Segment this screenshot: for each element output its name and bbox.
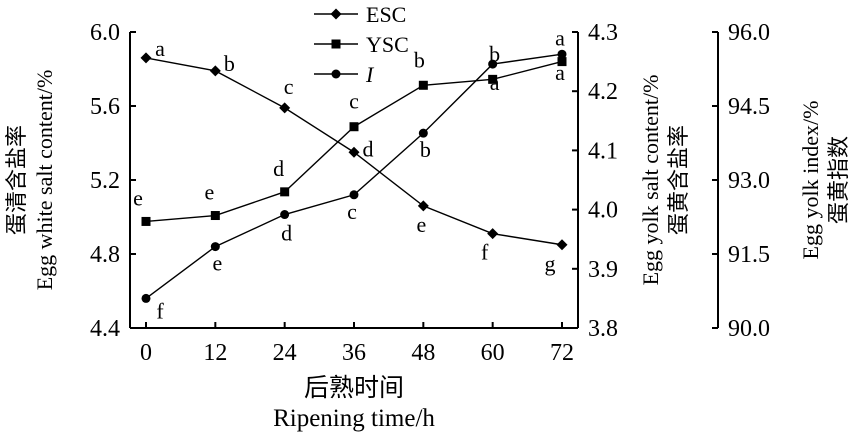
- data-point-esc: [279, 102, 291, 114]
- x-tick-label: 60: [481, 340, 505, 366]
- data-point-i: [557, 49, 567, 59]
- significance-label: d: [363, 136, 374, 161]
- legend: ESC YSC I: [314, 2, 409, 87]
- legend-item-ysc: YSC: [314, 32, 409, 57]
- significance-label: b: [414, 47, 425, 72]
- right2-y-axis-tick-label: 93.0: [728, 168, 770, 194]
- data-point-esc: [209, 65, 221, 77]
- right2-y-axis-tick-label: 90.0: [728, 316, 770, 342]
- significance-label: a: [490, 70, 500, 95]
- right1-axis-title-cn: 蛋黄含盐率: [666, 125, 691, 235]
- significance-label: b: [224, 51, 235, 76]
- significance-label: a: [555, 26, 565, 51]
- right2-axis-title-en: Egg yolk index/%: [798, 101, 823, 260]
- x-tick-label: 72: [550, 340, 574, 366]
- data-point-esc: [487, 228, 499, 240]
- significance-label: c: [284, 74, 294, 99]
- x-tick-label: 12: [203, 340, 227, 366]
- data-point-ysc: [418, 80, 428, 90]
- significance-label: e: [212, 251, 222, 276]
- left-y-axis-tick-label: 4.8: [90, 242, 120, 268]
- data-point-ysc: [349, 122, 359, 132]
- right1-y-axis-tick-label: 3.8: [588, 316, 618, 342]
- data-point-i: [488, 59, 498, 69]
- right2-y-axis-tick-label: 94.5: [728, 94, 770, 120]
- right2-y-axis-tick-label: 96.0: [728, 20, 770, 46]
- data-point-ysc: [557, 57, 567, 67]
- data-point-i: [349, 190, 359, 200]
- right2-y-axis-tick-label: 91.5: [728, 242, 770, 268]
- data-point-i: [210, 242, 220, 252]
- legend-label: ESC: [366, 2, 406, 27]
- significance-label: a: [555, 60, 565, 85]
- significance-label: e: [204, 180, 214, 205]
- data-point-esc: [417, 200, 429, 212]
- data-point-esc: [556, 239, 568, 251]
- legend-marker: [331, 69, 341, 79]
- x-tick-label: 24: [273, 340, 297, 366]
- legend-item-esc: ESC: [314, 2, 406, 27]
- right1-y-axis-tick-label: 4.2: [588, 79, 618, 105]
- left-y-axis-tick-label: 5.2: [90, 168, 120, 194]
- right1-y-axis-tick-label: 3.9: [588, 257, 618, 283]
- x-axis-title-cn: 后熟时间: [304, 374, 404, 402]
- x-tick-label: 36: [342, 340, 366, 366]
- significance-label: e: [133, 185, 143, 210]
- data-point-ysc: [280, 187, 290, 197]
- right1-y-axis-tick-label: 4.3: [588, 20, 618, 46]
- left-y-axis-tick-label: 4.4: [90, 316, 120, 342]
- significance-label: c: [349, 89, 359, 114]
- data-point-i: [280, 210, 290, 220]
- data-point-esc: [348, 146, 360, 158]
- significance-label: d: [281, 221, 292, 246]
- axis-titles: 蛋清含盐率 Egg white salt content/% Egg yolk sa…: [4, 70, 851, 432]
- left-y-axis-tick-label: 6.0: [90, 20, 120, 46]
- axes: 0 12 24 36 48 60 72 4.4 4.8 5.2 5.6 6.0 3.8 3.9 4.0 4.1…: [90, 20, 770, 366]
- x-tick-label: 48: [411, 340, 435, 366]
- significance-label: b: [489, 41, 500, 66]
- left-axis-title-en: Egg white salt content/%: [32, 70, 57, 291]
- x-tick-label: 0: [140, 340, 152, 366]
- significance-label: g: [545, 251, 556, 276]
- data-point-esc: [140, 52, 152, 64]
- left-y-axis-tick-label: 5.6: [90, 94, 120, 120]
- data-point-ysc: [488, 74, 498, 84]
- right1-y-axis-tick-label: 4.0: [588, 198, 618, 224]
- significance-label: c: [347, 199, 357, 224]
- right1-y-axis-tick-label: 4.1: [588, 138, 618, 164]
- right1-axis-title-en: Egg yolk salt content/%: [638, 75, 663, 286]
- legend-label: I: [365, 62, 375, 87]
- significance-label: f: [481, 240, 489, 265]
- significance-label: f: [156, 298, 164, 323]
- significance-label: d: [273, 156, 284, 181]
- legend-marker: [330, 8, 342, 20]
- significance-label: a: [155, 36, 165, 61]
- significance-label: e: [416, 212, 426, 237]
- legend-item-i: I: [314, 62, 375, 87]
- legend-marker: [331, 39, 341, 49]
- significance-label: b: [420, 137, 431, 162]
- data-point-i: [418, 128, 428, 138]
- data-point-ysc: [141, 216, 151, 226]
- legend-label: YSC: [366, 32, 409, 57]
- data-point-i: [141, 293, 151, 303]
- right2-axis-title-cn: 蛋黄指数: [826, 136, 851, 224]
- x-axis-title-en: Ripening time/h: [273, 405, 435, 432]
- data-point-ysc: [210, 211, 220, 221]
- left-axis-title-cn: 蛋清含盐率: [4, 125, 29, 235]
